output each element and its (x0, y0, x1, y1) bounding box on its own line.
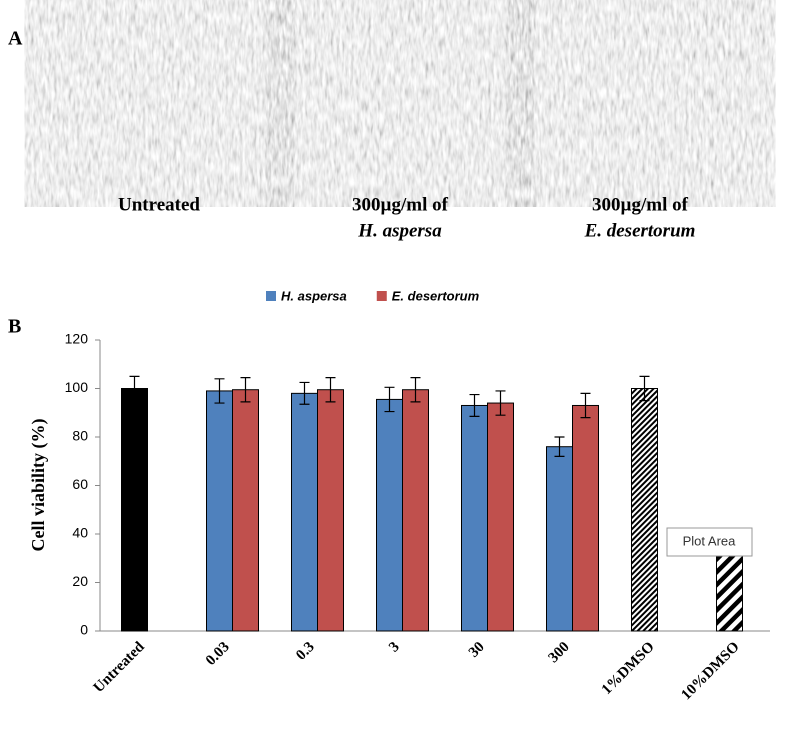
bar (546, 446, 573, 632)
y-tick-label: 60 (72, 476, 88, 492)
y-axis-label: Cell viability (%) (28, 419, 49, 552)
y-tick-label: 20 (72, 573, 88, 589)
bar (206, 390, 233, 632)
image-caption: 300µg/ml of (592, 194, 689, 215)
image-caption: H. aspersa (357, 220, 442, 241)
panel-label: B (8, 316, 21, 338)
error-bar (410, 376, 421, 403)
error-bar (214, 378, 225, 404)
micrograph (288, 2, 513, 188)
error-bar (299, 381, 310, 405)
bar (317, 389, 344, 632)
y-tick-label: 0 (80, 622, 88, 638)
bar (461, 404, 488, 632)
bar (487, 402, 514, 632)
legend-swatch (266, 291, 276, 301)
y-tick-label: 120 (65, 331, 89, 347)
error-bar (325, 376, 336, 403)
bar (402, 389, 429, 632)
bar (232, 389, 259, 632)
micrograph (47, 2, 272, 188)
error-bar (639, 375, 650, 402)
error-bar (554, 436, 565, 457)
bar (291, 392, 318, 632)
error-bar (384, 386, 395, 413)
y-tick-label: 40 (72, 525, 88, 541)
y-tick-label: 100 (65, 379, 89, 395)
legend-swatch (376, 291, 387, 301)
x-tick-label: 30 (466, 639, 488, 661)
image-caption: 300µg/ml of (352, 194, 449, 215)
bar (631, 388, 658, 632)
error-bar (240, 376, 251, 403)
error-bar (129, 375, 140, 402)
micrograph (528, 2, 753, 188)
y-tick-label: 80 (72, 428, 88, 444)
legend-label: H. aspersa (281, 288, 347, 303)
bar (716, 552, 743, 632)
error-bar (469, 393, 480, 417)
x-tick-label: 10%DMSO (678, 639, 742, 703)
tooltip: Plot Area (683, 533, 737, 548)
bar (572, 404, 599, 632)
x-tick-label: Untreated (91, 638, 149, 696)
panel-label: A (8, 28, 23, 50)
bar (121, 388, 148, 632)
legend-label: E. desertorum (392, 288, 480, 303)
tooltip-box (666, 527, 753, 557)
error-bar (495, 390, 506, 416)
x-tick-label: 3 (386, 639, 403, 656)
image-caption: E. desertorum (584, 220, 696, 241)
x-tick-label: 1%DMSO (599, 639, 658, 698)
x-tick-label: 0.3 (293, 639, 318, 664)
error-bar (580, 392, 591, 419)
x-tick-label: 300 (546, 639, 573, 666)
x-tick-label: 0.03 (203, 639, 233, 669)
image-caption: Untreated (118, 194, 200, 215)
bar (376, 398, 403, 632)
